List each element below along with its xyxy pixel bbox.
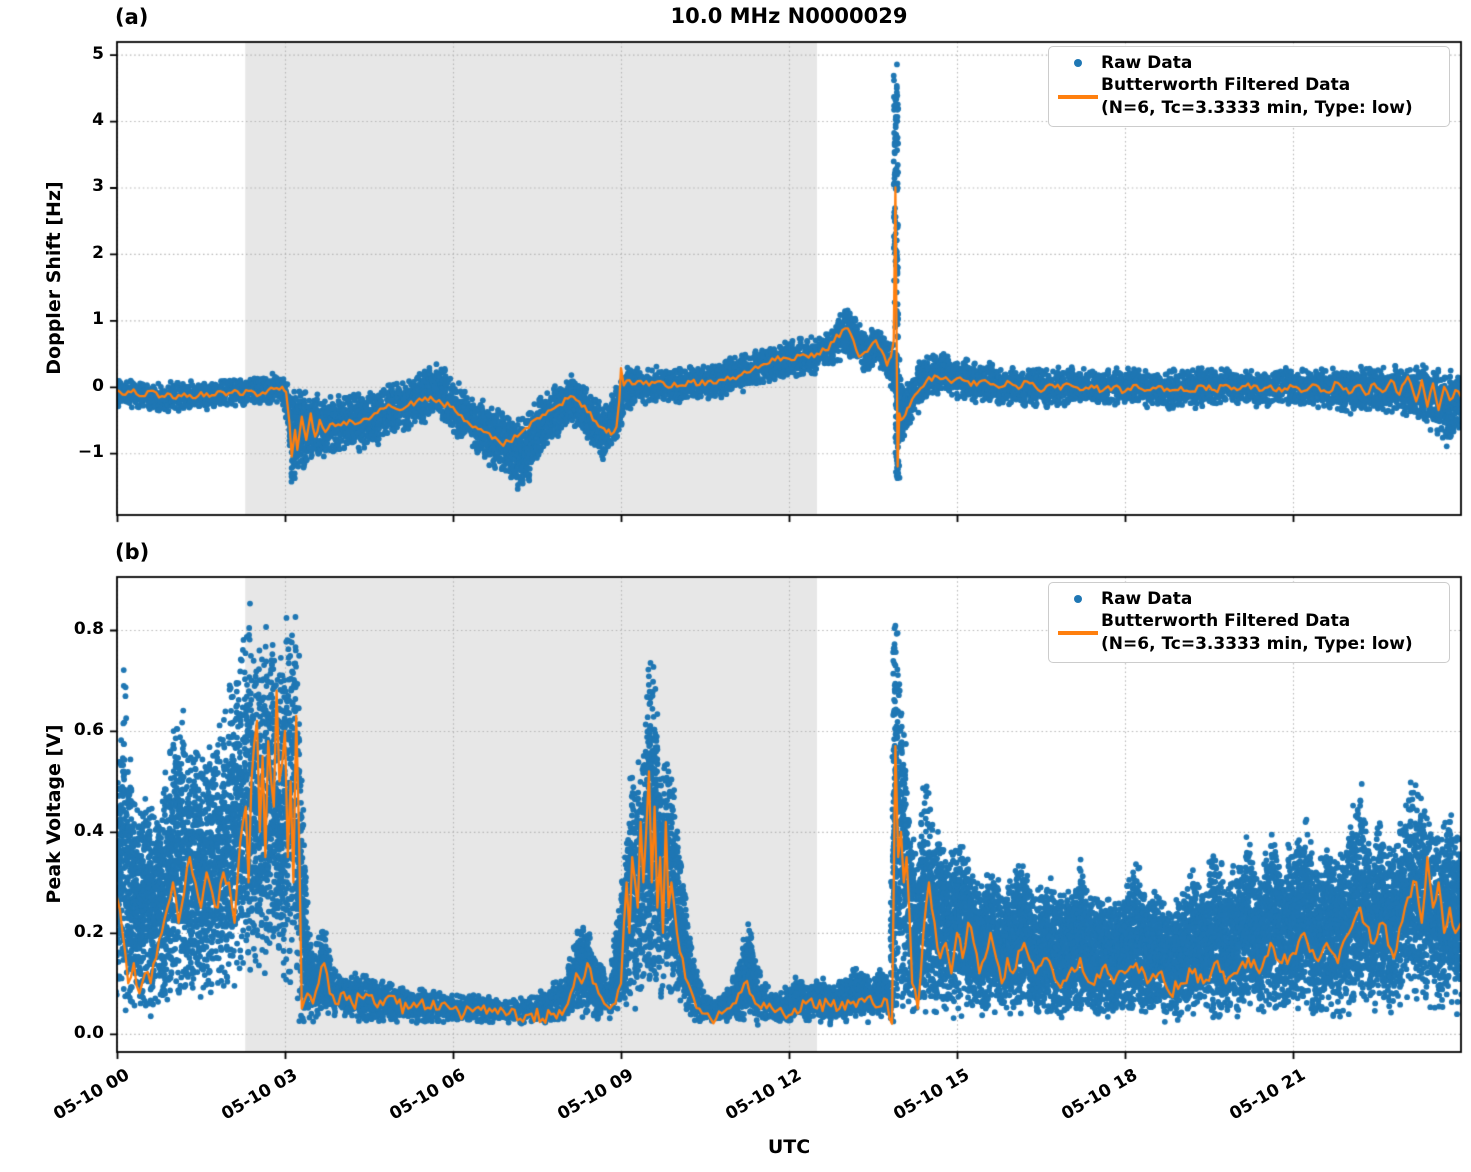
raw-data-dot-icon <box>1055 595 1101 604</box>
legend-item-filtered-data: Butterworth Filtered Data (N=6, Tc=3.333… <box>1055 74 1441 119</box>
y-tick-label: 0.4 <box>73 820 104 841</box>
y-tick-label: 0.2 <box>73 921 104 942</box>
legend-item-raw-data: Raw Data <box>1055 588 1441 610</box>
y-tick-label: 3 <box>92 176 104 197</box>
legend-filtered-label: Butterworth Filtered Data (N=6, Tc=3.333… <box>1101 75 1413 118</box>
legend-filtered-label: Butterworth Filtered Data (N=6, Tc=3.333… <box>1101 611 1413 654</box>
y-tick-label: 0.6 <box>73 719 104 740</box>
legend-item-raw-data: Raw Data <box>1055 52 1441 74</box>
legend-raw-label: Raw Data <box>1101 53 1193 73</box>
raw-data-dot-icon <box>1055 59 1101 68</box>
y-tick-label: 0 <box>92 375 104 396</box>
filtered-line-icon <box>1055 94 1101 99</box>
legend-panel-a: Raw Data Butterworth Filtered Data (N=6,… <box>1048 46 1450 128</box>
x-axis-label: UTC <box>767 1136 811 1158</box>
legend-raw-label: Raw Data <box>1101 589 1193 609</box>
y-tick-label: 2 <box>92 242 104 263</box>
filtered-line-icon <box>1055 630 1101 635</box>
y-axis-label-doppler: Doppler Shift [Hz] <box>43 181 65 375</box>
y-tick-label: 5 <box>92 43 104 64</box>
legend-item-filtered-data: Butterworth Filtered Data (N=6, Tc=3.333… <box>1055 610 1441 655</box>
y-tick-label: 0.0 <box>73 1022 104 1043</box>
legend-panel-b: Raw Data Butterworth Filtered Data (N=6,… <box>1048 582 1450 664</box>
page-title: 10.0 MHz N0000029 <box>670 4 908 28</box>
y-tick-label: 1 <box>92 309 104 330</box>
panel-a-label: (a) <box>115 5 149 29</box>
y-axis-label-voltage: Peak Voltage [V] <box>43 724 65 904</box>
y-tick-label: 4 <box>92 110 104 131</box>
y-tick-label: 0.8 <box>73 619 104 639</box>
y-tick-label: −1 <box>77 442 104 463</box>
panel-b-label: (b) <box>115 540 150 564</box>
